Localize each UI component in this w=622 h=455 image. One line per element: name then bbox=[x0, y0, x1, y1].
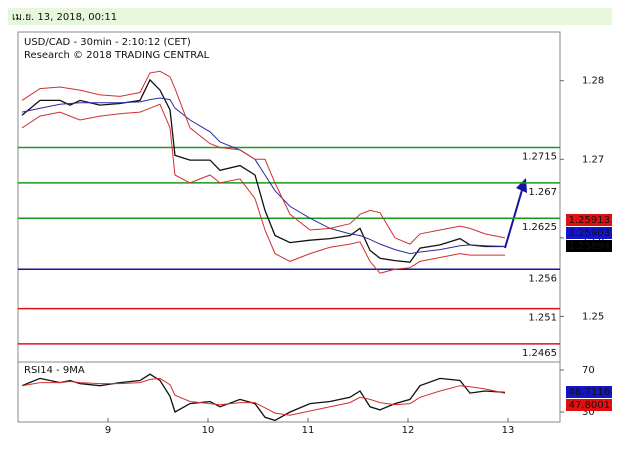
plot-frame bbox=[17, 31, 561, 423]
x-tick-label: 13 bbox=[502, 425, 515, 436]
y-tick-label: 30 bbox=[582, 407, 595, 418]
series-line bbox=[21, 103, 505, 274]
date-bar bbox=[8, 8, 612, 25]
forecast-arrow bbox=[504, 189, 523, 249]
level-label: 1.2625 bbox=[522, 222, 557, 233]
price-tag bbox=[566, 399, 612, 411]
series-line bbox=[21, 97, 506, 255]
price-tag bbox=[566, 214, 612, 226]
arrow-head bbox=[516, 178, 527, 193]
series-line bbox=[21, 70, 506, 245]
chart-title: USD/CAD - 30min - 2:10:12 (CET) bbox=[24, 37, 191, 48]
rsi-title: RSI14 - 9MA bbox=[24, 365, 85, 376]
price-tag-label: 1.25903 bbox=[569, 228, 610, 239]
price-tag bbox=[566, 227, 612, 239]
price-tag bbox=[566, 386, 612, 398]
series-line bbox=[21, 373, 506, 422]
x-tick-label: 11 bbox=[302, 425, 315, 436]
level-label: 1.267 bbox=[528, 187, 557, 198]
y-tick-label: 1.28 bbox=[582, 76, 604, 87]
level-label: 1.251 bbox=[528, 313, 557, 324]
series-line bbox=[21, 377, 506, 416]
x-tick-label: 10 bbox=[202, 425, 215, 436]
price-tag bbox=[566, 240, 612, 252]
price-tag-label: 48.7116 bbox=[569, 387, 610, 398]
y-tick-label: 1.25 bbox=[582, 311, 604, 322]
y-tick-label: 70 bbox=[582, 365, 595, 376]
price-tag-label: 1.25913 bbox=[569, 215, 610, 226]
timestamp: เม.ย. 13, 2018, 00:11 bbox=[12, 12, 117, 23]
level-label: 1.2465 bbox=[522, 348, 557, 359]
level-label: 1.2715 bbox=[522, 152, 557, 163]
level-label: 1.256 bbox=[528, 273, 557, 284]
series-line bbox=[21, 78, 505, 263]
price-tag-label: 47.8001 bbox=[569, 400, 610, 411]
chart-subtitle: Research © 2018 TRADING CENTRAL bbox=[24, 50, 210, 61]
x-tick-label: 9 bbox=[105, 425, 111, 436]
x-tick-label: 12 bbox=[402, 425, 415, 436]
price-tag-label: 1.25894 bbox=[569, 241, 610, 252]
y-tick-label: 1.27 bbox=[582, 154, 604, 165]
